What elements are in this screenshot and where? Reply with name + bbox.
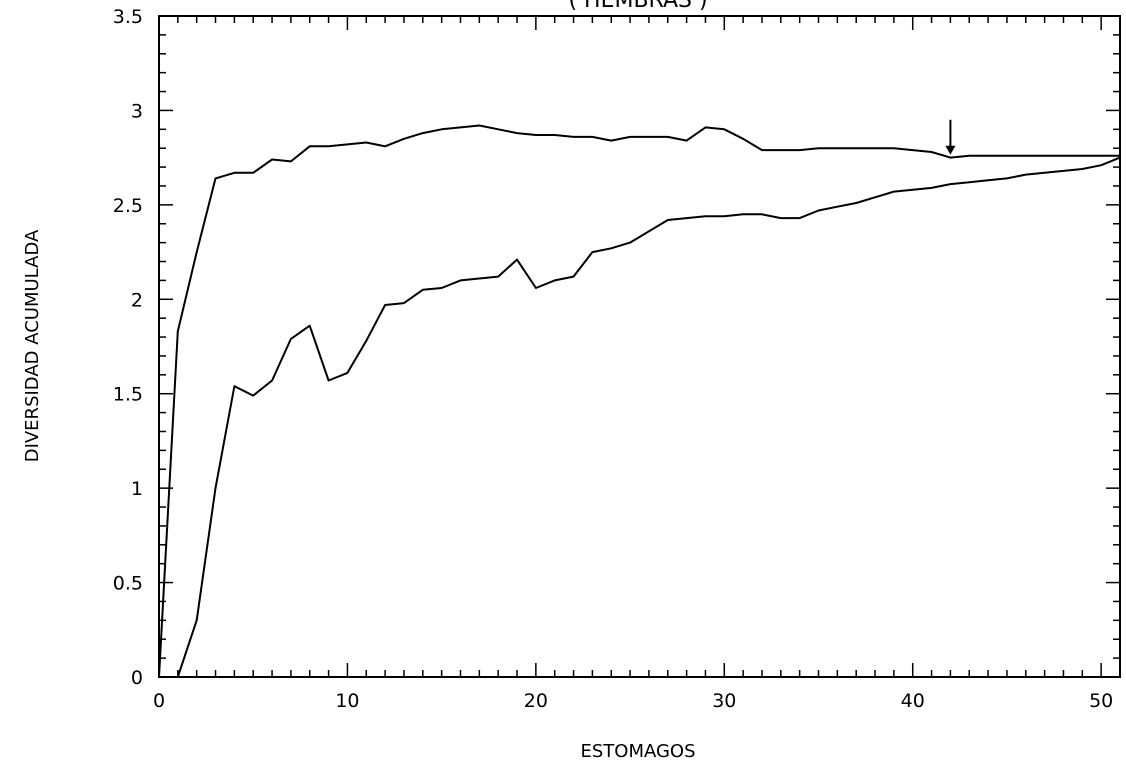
- y-axis-ticks: [159, 15, 1120, 678]
- series-line-1: [158, 124, 1120, 678]
- x-tick-label: 0: [153, 690, 165, 712]
- y-tick-label: 3.5: [113, 6, 143, 28]
- series-layer: [158, 124, 1121, 678]
- x-tick-label: 20: [524, 690, 548, 712]
- y-tick-label: 0: [131, 667, 143, 689]
- plot-frame: [158, 15, 1121, 678]
- y-axis-label: DIVERSIDAD ACUMULADA: [22, 229, 43, 462]
- annotation-layer: [945, 119, 956, 155]
- x-tick-label: 40: [901, 690, 925, 712]
- y-tick-label: 3: [131, 100, 143, 122]
- y-tick-label: 2.5: [113, 195, 143, 217]
- chart-title: ( HEMBRAS ): [568, 0, 707, 13]
- y-tick-label: 1.5: [113, 384, 143, 406]
- x-axis-ticks: [158, 16, 1121, 677]
- x-tick-label: 30: [712, 690, 736, 712]
- y-tick-label: 2: [131, 289, 143, 311]
- y-tick-label: 0.5: [113, 573, 143, 595]
- x-axis-tick-labels: 0 10 20 30 40 50: [153, 690, 1113, 712]
- x-axis-label: ESTOMAGOS: [580, 741, 695, 762]
- series-line-2: [176, 156, 1121, 678]
- x-tick-label: 10: [335, 690, 359, 712]
- y-axis-tick-labels: 0 0.5 1 1.5 2 2.5 3 3.5: [113, 6, 143, 689]
- y-tick-label: 1: [131, 478, 143, 500]
- x-tick-label: 50: [1089, 690, 1113, 712]
- arrow-head-icon: [945, 145, 956, 155]
